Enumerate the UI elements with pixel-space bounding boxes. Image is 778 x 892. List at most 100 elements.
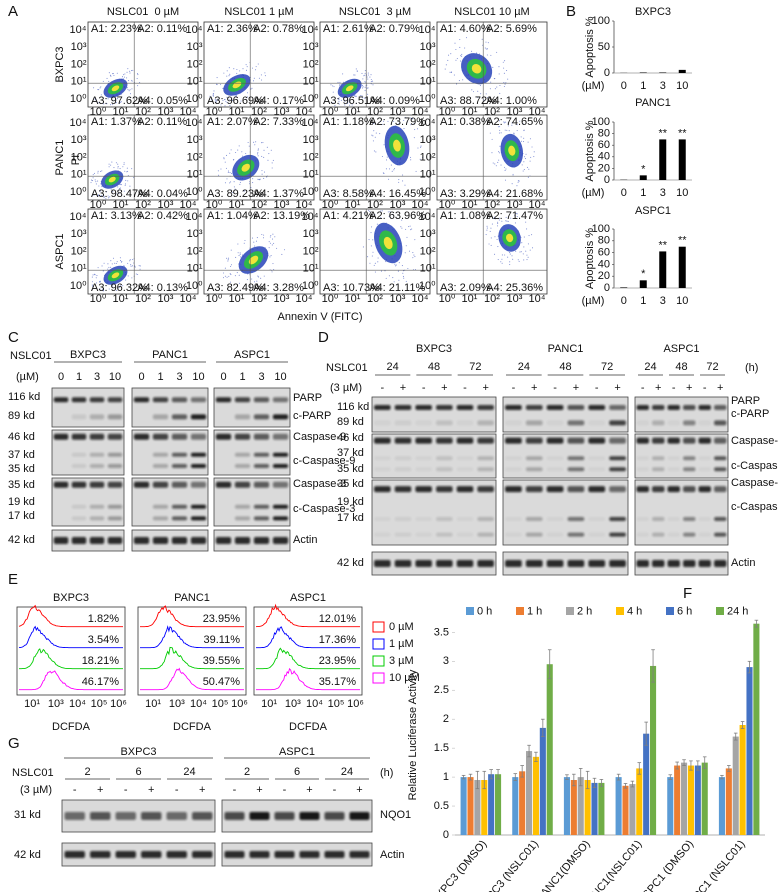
event-dot (501, 262, 503, 264)
event-dot (94, 98, 96, 100)
event-dot (260, 79, 263, 81)
column-header: NSLC01 10 µM (454, 6, 529, 18)
event-dot (249, 183, 251, 185)
population-peak (111, 272, 120, 279)
event-dot (529, 138, 531, 140)
event-dot (115, 193, 117, 195)
event-dot (228, 257, 230, 259)
event-dot (226, 70, 228, 72)
blot-band (546, 405, 564, 410)
event-dot (465, 37, 468, 39)
event-dot (504, 60, 506, 62)
event-dot (488, 243, 490, 245)
event-dot (117, 165, 119, 168)
y-tick-label: 40 (598, 151, 610, 163)
blot-band (505, 456, 522, 461)
x-tick-label: 10¹ (462, 199, 478, 211)
legend-swatch (716, 607, 724, 615)
event-dot (410, 124, 412, 126)
event-dot (252, 182, 254, 184)
error-bar (527, 744, 531, 758)
event-dot (401, 227, 403, 229)
x-tick-label: 10⁵ (91, 698, 108, 710)
y-tick-label: 10⁴ (70, 211, 87, 223)
y-tick-label: 10³ (303, 134, 319, 146)
kd-label: 35 kd (337, 478, 364, 490)
blot-band (234, 537, 251, 544)
event-dot (420, 145, 422, 147)
event-dot (413, 254, 415, 256)
event-dot (108, 166, 110, 168)
event-dot (238, 145, 240, 147)
x-tick-label: 10 (676, 187, 688, 199)
event-dot (487, 42, 489, 44)
event-dot (127, 275, 129, 277)
event-dot (223, 157, 225, 159)
sign-label: + (573, 382, 579, 394)
blot-band (234, 414, 251, 420)
blot-band (609, 486, 626, 493)
event-dot (485, 48, 487, 50)
x-tick-label: 10⁴ (412, 199, 429, 211)
event-dot (393, 281, 395, 283)
y-tick-label: 2 (443, 713, 449, 725)
quadrant-label: A1: 1.08% (440, 210, 491, 222)
event-dot (97, 102, 99, 104)
y-tick-label: 10⁴ (419, 24, 436, 36)
event-dot (268, 241, 270, 243)
error-bar (534, 751, 538, 762)
event-dot (523, 246, 525, 248)
event-dot (508, 130, 510, 132)
event-dot (387, 120, 389, 122)
quadrant-label: A4: 25.36% (486, 282, 543, 294)
quadrant-label: A2: 0.11% (137, 23, 187, 35)
event-dot (94, 96, 96, 98)
blot-band (477, 532, 494, 537)
event-dot (263, 156, 265, 158)
event-dot (263, 149, 265, 151)
blot-band (698, 560, 711, 567)
sign-label: + (199, 784, 205, 796)
quadrant-label: A2: 7.33% (253, 116, 304, 128)
plot-frame (436, 208, 548, 295)
event-dot (122, 166, 124, 168)
event-dot (246, 279, 248, 281)
blot-band (415, 437, 432, 444)
blot-band (505, 467, 522, 472)
blot-band (234, 433, 251, 440)
blot-band (272, 433, 289, 440)
event-dot (448, 54, 450, 56)
protein-label: Actin (293, 534, 317, 546)
y-tick-label: 10⁰ (70, 280, 87, 292)
event-dot (490, 244, 492, 247)
quadrant-label: A2: 0.42% (137, 210, 188, 222)
blot-band (253, 464, 270, 468)
event-dot (492, 162, 494, 164)
blot-band (394, 405, 412, 410)
x-tick-label: 10¹ (229, 199, 245, 211)
kd-label: 31 kd (14, 809, 41, 821)
blot-panel (371, 396, 497, 433)
event-dot (266, 176, 268, 178)
event-dot (212, 93, 214, 95)
kd-label: 89 kd (8, 410, 35, 422)
legend-swatch (372, 655, 385, 667)
blot-panel (213, 529, 291, 552)
event-dot (502, 61, 504, 63)
blot-band (415, 405, 432, 410)
quadrant-label: A3: 88.72% (440, 95, 497, 107)
event-dot (119, 187, 121, 189)
blot-band (374, 532, 391, 537)
x-tick-label: 10⁵ (212, 698, 229, 710)
event-dot (107, 195, 109, 197)
error-bar (585, 770, 590, 790)
event-dot (115, 102, 117, 104)
event-dot (217, 98, 219, 100)
event-dot (253, 281, 256, 283)
histogram (19, 648, 123, 670)
legend-swatch (372, 672, 385, 684)
blot-band (588, 517, 606, 521)
y-tick-label: 10⁴ (186, 24, 203, 36)
event-dot (404, 252, 406, 254)
event-dot (268, 247, 270, 249)
